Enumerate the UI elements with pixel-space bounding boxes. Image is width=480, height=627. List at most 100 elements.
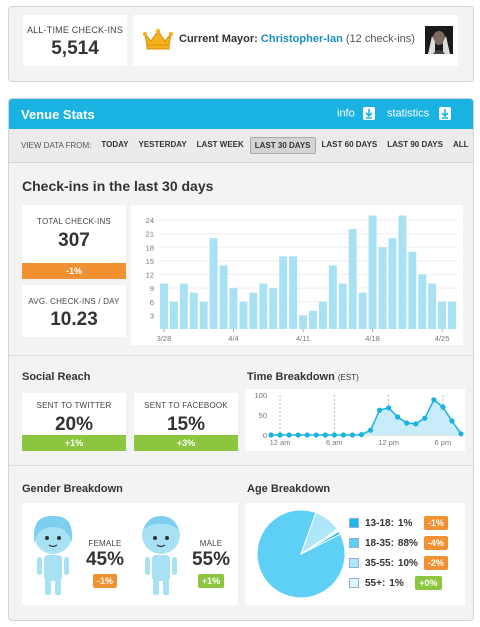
- time-point[interactable]: [304, 432, 310, 438]
- checkin-bar[interactable]: [289, 256, 298, 329]
- male-label: MALE: [199, 539, 223, 548]
- download-icon: [439, 107, 452, 120]
- checkin-bar[interactable]: [448, 301, 456, 329]
- checkin-bar[interactable]: [249, 292, 258, 329]
- time-point[interactable]: [449, 418, 455, 424]
- female-label: FEMALE: [88, 539, 122, 548]
- checkin-bar[interactable]: [338, 283, 347, 329]
- time-point[interactable]: [404, 420, 410, 426]
- mayor-avatar[interactable]: [425, 26, 453, 54]
- time-point[interactable]: [286, 432, 292, 438]
- checkin-bar[interactable]: [348, 229, 357, 329]
- checkin-bar[interactable]: [219, 265, 228, 329]
- mayor-card: Current Mayor: Christopher-Ian (12 check…: [133, 15, 458, 66]
- checkin-bar[interactable]: [358, 292, 367, 329]
- checkin-bar[interactable]: [169, 301, 178, 329]
- checkin-bar[interactable]: [199, 301, 208, 329]
- checkin-bar[interactable]: [408, 251, 417, 329]
- age-legend-row: 35-55: 10% -2%: [349, 553, 461, 573]
- time-point[interactable]: [277, 432, 283, 438]
- y-tick-label: 3: [150, 311, 154, 320]
- statistics-link[interactable]: statistics: [387, 107, 452, 120]
- time-point[interactable]: [431, 397, 437, 403]
- checkin-bar[interactable]: [259, 283, 268, 329]
- time-point[interactable]: [413, 421, 419, 427]
- time-point[interactable]: [349, 432, 356, 438]
- checkin-bar[interactable]: [418, 274, 427, 329]
- x-tick-label: 4/25: [435, 334, 450, 343]
- y-tick-label: 9: [150, 284, 154, 293]
- age-legend-value: 1%: [397, 517, 413, 529]
- checkin-bar[interactable]: [279, 256, 288, 329]
- top-panel: ALL-TIME CHECK-INS 5,514 Current Mayor: …: [8, 6, 474, 82]
- filter-last-90-days[interactable]: LAST 90 DAYS: [387, 140, 443, 149]
- gender-breakdown-title: Gender Breakdown: [22, 483, 123, 495]
- checkin-bar[interactable]: [438, 301, 447, 329]
- time-point[interactable]: [367, 427, 374, 433]
- time-point[interactable]: [376, 407, 383, 413]
- time-point[interactable]: [458, 431, 464, 437]
- time-area: [271, 399, 461, 435]
- time-point[interactable]: [395, 414, 401, 420]
- time-point[interactable]: [386, 405, 392, 411]
- checkin-bar[interactable]: [318, 301, 327, 329]
- time-point[interactable]: [340, 432, 346, 438]
- checkin-bar[interactable]: [239, 301, 248, 329]
- checkin-bar[interactable]: [229, 288, 238, 329]
- checkin-bar[interactable]: [179, 283, 188, 329]
- age-pie-slice[interactable]: [256, 509, 346, 599]
- x-tick-label: 12 am: [270, 438, 291, 447]
- filter-yesterday[interactable]: YESTERDAY: [138, 140, 187, 149]
- age-legend-value: 1%: [389, 577, 404, 589]
- age-pie-slice[interactable]: [300, 530, 341, 555]
- checkin-bar[interactable]: [309, 310, 317, 329]
- time-point[interactable]: [268, 432, 274, 438]
- checkin-bar[interactable]: [328, 265, 337, 329]
- filter-all[interactable]: ALL: [452, 140, 469, 149]
- x-tick-label: 3/28: [157, 334, 172, 343]
- mayor-name-link[interactable]: Christopher-Ian: [260, 33, 343, 45]
- time-point[interactable]: [313, 432, 319, 438]
- age-legend-label: 13-18:: [365, 517, 394, 529]
- venue-stats-title: Venue Stats: [21, 107, 95, 122]
- checkin-bar[interactable]: [189, 292, 198, 329]
- filter-last-30-days[interactable]: LAST 30 DAYS: [249, 137, 316, 154]
- info-link[interactable]: info: [337, 107, 375, 120]
- x-tick-label: 4/18: [365, 334, 380, 343]
- filter-today[interactable]: TODAY: [101, 140, 129, 149]
- age-legend-row: 13-18: 1% -1%: [349, 513, 461, 533]
- date-filter-bar: VIEW DATA FROM: TODAY YESTERDAY LAST WEEK L…: [9, 129, 473, 163]
- female-stats: FEMALE 45% -1%: [84, 539, 126, 589]
- divider: [9, 465, 473, 466]
- y-tick-label: 0: [263, 431, 267, 440]
- checkin-bar[interactable]: [269, 288, 278, 329]
- divider: [9, 355, 473, 356]
- time-point[interactable]: [322, 432, 328, 438]
- age-legend-value: 88%: [397, 537, 418, 549]
- checkins-bar-chart: 3 6 9 12 15 18 21 24 3/28 4/4 4/11 4/18 4/25: [131, 205, 463, 345]
- time-point[interactable]: [358, 432, 365, 438]
- checkin-bar[interactable]: [398, 215, 407, 329]
- gender-card: FEMALE 45% -1% MALE 55% +1%: [22, 503, 238, 605]
- filter-last-60-days[interactable]: LAST 60 DAYS: [321, 140, 378, 149]
- filter-last-week[interactable]: LAST WEEK: [196, 140, 244, 149]
- checkins-bar-chart-svg: 3 6 9 12 15 18 21 24 3/28 4/4 4/11 4/18 4/25: [146, 215, 457, 343]
- checkin-bar[interactable]: [368, 215, 377, 329]
- checkin-bar[interactable]: [299, 315, 307, 329]
- checkin-bar[interactable]: [378, 247, 387, 329]
- age-legend-row: 55+: 1% +0%: [349, 573, 461, 593]
- checkin-bar[interactable]: [209, 238, 218, 329]
- time-point[interactable]: [295, 432, 301, 438]
- x-tick-label: 12 pm: [378, 438, 399, 447]
- checkin-bar[interactable]: [160, 283, 168, 329]
- checkin-bar[interactable]: [388, 238, 397, 329]
- checkins-total-value: 5,514: [51, 38, 99, 59]
- time-point[interactable]: [422, 415, 428, 421]
- checkin-bar[interactable]: [428, 283, 437, 329]
- social-reach-title: Social Reach: [22, 371, 91, 383]
- time-point[interactable]: [440, 404, 446, 410]
- total-checkins-card: TOTAL CHECK-INS 307 -1%: [22, 205, 126, 279]
- age-legend-value: 10%: [397, 557, 418, 569]
- male-value: 55%: [191, 549, 231, 570]
- time-point[interactable]: [331, 432, 337, 438]
